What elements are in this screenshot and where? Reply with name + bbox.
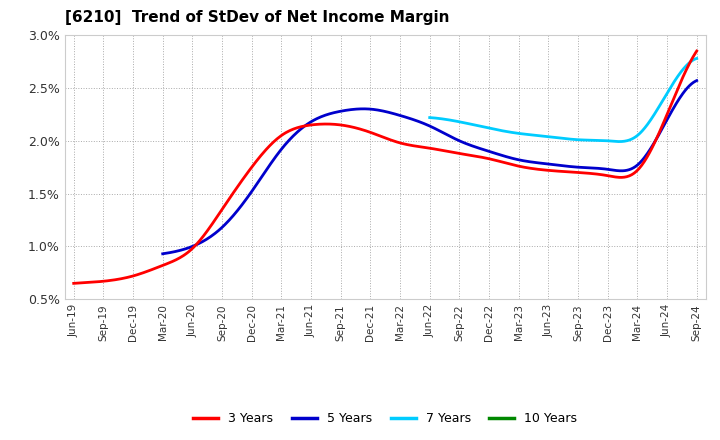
Text: [6210]  Trend of StDev of Net Income Margin: [6210] Trend of StDev of Net Income Marg… xyxy=(65,10,449,25)
Legend: 3 Years, 5 Years, 7 Years, 10 Years: 3 Years, 5 Years, 7 Years, 10 Years xyxy=(188,407,582,430)
